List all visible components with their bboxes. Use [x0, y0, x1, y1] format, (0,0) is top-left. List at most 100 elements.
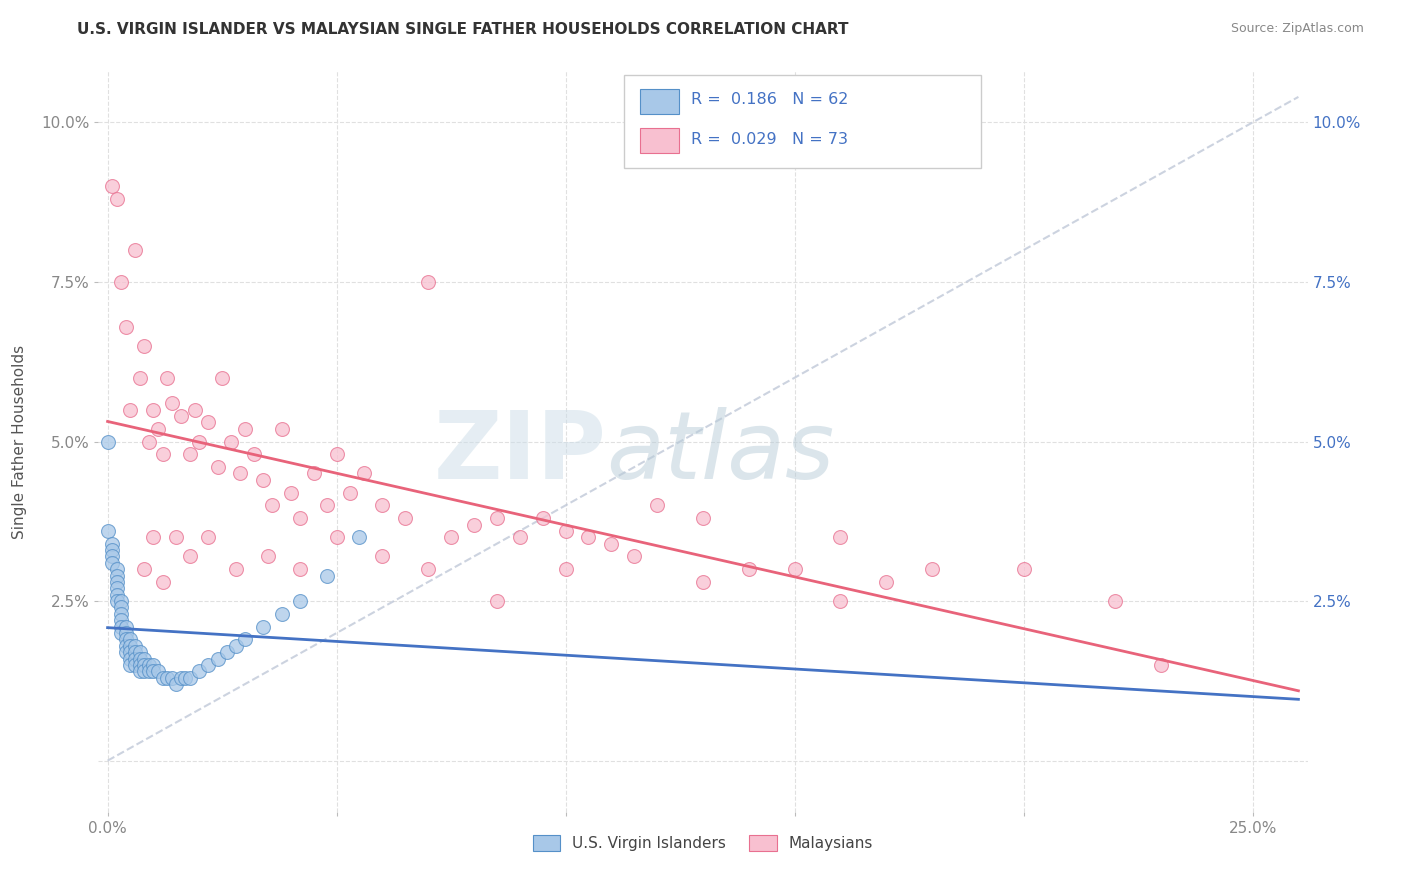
Point	[418, 562, 440, 576]
Point	[738, 562, 761, 576]
Point	[197, 657, 219, 672]
Point	[110, 594, 132, 608]
Point	[252, 473, 274, 487]
Point	[124, 651, 146, 665]
Point	[531, 511, 554, 525]
Point	[485, 511, 508, 525]
Point	[371, 549, 394, 564]
Text: atlas: atlas	[606, 407, 835, 498]
Point	[165, 530, 187, 544]
Point	[160, 396, 183, 410]
Text: U.S. VIRGIN ISLANDER VS MALAYSIAN SINGLE FATHER HOUSEHOLDS CORRELATION CHART: U.S. VIRGIN ISLANDER VS MALAYSIAN SINGLE…	[77, 22, 849, 37]
Point	[325, 530, 347, 544]
Point	[170, 409, 193, 423]
Point	[921, 562, 943, 576]
Point	[179, 549, 201, 564]
Point	[101, 536, 124, 550]
Point	[156, 671, 179, 685]
Point	[120, 639, 142, 653]
Point	[110, 619, 132, 633]
Point	[1012, 562, 1035, 576]
Point	[120, 402, 142, 417]
Point	[128, 657, 150, 672]
Point	[188, 665, 211, 679]
Point	[138, 665, 160, 679]
Point	[692, 511, 714, 525]
Point	[188, 434, 211, 449]
Point	[146, 422, 169, 436]
Point	[197, 530, 219, 544]
Point	[394, 511, 416, 525]
Point	[170, 671, 193, 685]
Point	[115, 645, 138, 659]
Point	[302, 467, 325, 481]
Point	[115, 319, 138, 334]
Point	[197, 416, 219, 430]
Point	[179, 447, 201, 461]
Point	[600, 536, 623, 550]
Point	[211, 370, 233, 384]
Point	[101, 549, 124, 564]
Point	[875, 574, 897, 589]
Point	[229, 467, 252, 481]
Point	[146, 665, 169, 679]
FancyBboxPatch shape	[640, 128, 679, 153]
Point	[215, 645, 238, 659]
Point	[179, 671, 201, 685]
Point	[339, 485, 361, 500]
Point	[692, 574, 714, 589]
Point	[783, 562, 806, 576]
Point	[353, 467, 375, 481]
Point	[124, 639, 146, 653]
Point	[183, 402, 205, 417]
Point	[115, 619, 138, 633]
Point	[115, 626, 138, 640]
Point	[105, 588, 128, 602]
Point	[138, 434, 160, 449]
Point	[110, 600, 132, 615]
Point	[165, 677, 187, 691]
Point	[128, 370, 150, 384]
Point	[262, 499, 284, 513]
Point	[101, 543, 124, 558]
Point	[371, 499, 394, 513]
Point	[128, 645, 150, 659]
FancyBboxPatch shape	[640, 89, 679, 114]
Point	[105, 562, 128, 576]
Point	[101, 556, 124, 570]
Point	[134, 665, 156, 679]
Point	[270, 422, 292, 436]
Point	[120, 632, 142, 647]
Point	[225, 639, 247, 653]
Point	[257, 549, 280, 564]
Point	[124, 645, 146, 659]
Point	[288, 594, 311, 608]
Point	[207, 651, 229, 665]
Text: Source: ZipAtlas.com: Source: ZipAtlas.com	[1230, 22, 1364, 36]
Point	[830, 530, 852, 544]
Point	[325, 447, 347, 461]
Point	[110, 613, 132, 627]
Point	[418, 275, 440, 289]
Point	[134, 657, 156, 672]
Point	[233, 422, 256, 436]
Point	[97, 434, 120, 449]
Point	[142, 402, 165, 417]
Point	[623, 549, 645, 564]
Point	[105, 192, 128, 206]
Point	[1150, 657, 1173, 672]
Point	[124, 243, 146, 257]
Point	[830, 594, 852, 608]
Point	[152, 447, 174, 461]
Point	[134, 339, 156, 353]
Point	[225, 562, 247, 576]
Point	[174, 671, 197, 685]
Point	[97, 524, 120, 538]
Point	[110, 626, 132, 640]
Point	[316, 499, 339, 513]
Text: ZIP: ZIP	[433, 407, 606, 499]
Point	[105, 582, 128, 596]
FancyBboxPatch shape	[624, 75, 981, 168]
Point	[554, 524, 576, 538]
Point	[219, 434, 242, 449]
